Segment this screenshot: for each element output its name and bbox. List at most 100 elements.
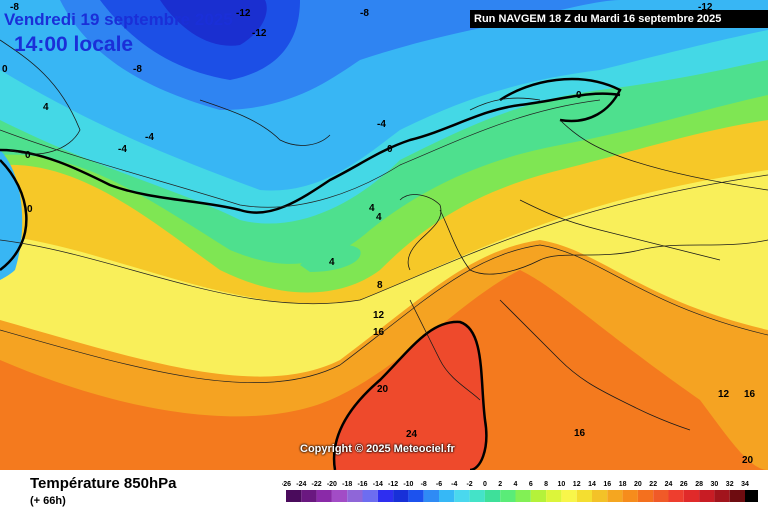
colorbar-swatch (347, 490, 363, 502)
colorbar-swatch (469, 490, 485, 502)
colorbar-tick-label: -10 (403, 481, 413, 488)
colorbar-tick-label: -4 (451, 481, 457, 488)
colorbar-swatch (301, 490, 317, 502)
colorbar-swatch (286, 490, 302, 502)
colorbar-swatch (699, 490, 715, 502)
legend-bar: Température 850hPa (+ 66h) -26-24-22-20-… (0, 470, 768, 512)
map-svg: -8 -12 -12 -8 -12 -8 0 4 -4 -4 0 0 -4 0 … (0, 0, 768, 470)
forecast-time: 14:00 locale (14, 33, 134, 56)
colorbar-swatch (714, 490, 730, 502)
colorbar-tick-label: -18 (342, 481, 352, 488)
colorbar-swatch (377, 490, 394, 502)
label-8: 8 (377, 280, 383, 291)
forecast-date: Vendredi 19 septembre 2025 (4, 10, 233, 29)
isotherm-twenty (332, 320, 488, 470)
label-0-west-low: 0 (27, 204, 33, 215)
colorbar-swatch (546, 490, 562, 502)
colorbar-tick-label: 10 (558, 481, 566, 488)
colorbar-tick-label: -2 (466, 481, 472, 488)
label-20: 20 (377, 384, 389, 395)
label-0-scandinavia: 0 (576, 90, 582, 101)
variable-title: Température 850hPa (30, 475, 177, 492)
colorbar-swatch (745, 490, 758, 502)
colorbar-tick-label: 22 (649, 481, 657, 488)
colorbar-swatch (683, 490, 700, 502)
temperature-map: -8 -12 -12 -8 -12 -8 0 4 -4 -4 0 0 -4 0 … (0, 0, 768, 470)
label-minus8-nw: -8 (10, 2, 19, 13)
colorbar-tick-label: 20 (634, 481, 642, 488)
label-minus4-greenland: -4 (145, 132, 154, 143)
colorbar-swatch (576, 490, 592, 502)
model-run-label: Run NAVGEM 18 Z du Mardi 16 septembre 20… (470, 10, 768, 28)
colorbar-tick-label: -20 (327, 481, 337, 488)
colorbar-tick-label: 24 (665, 481, 673, 488)
colorbar-tick-label: -24 (296, 481, 306, 488)
colorbar-tick-label: -8 (421, 481, 427, 488)
colorbar-swatch (607, 490, 623, 502)
colorbar-swatch (484, 490, 501, 502)
label-16-balkans: 16 (574, 428, 586, 439)
thin-isotherms (0, 99, 768, 384)
colorbar-tick-label: -16 (357, 481, 367, 488)
label-minus4-iceland: -4 (118, 144, 127, 155)
colorbar-tick-label: 30 (711, 481, 719, 488)
colorbar-swatch (500, 490, 516, 502)
colorbar-swatch (423, 490, 439, 502)
label-minus12-top-right: -12 (698, 2, 713, 13)
label-0-atlantic: 0 (387, 144, 393, 155)
colorbar-swatch (439, 490, 455, 502)
colorbar-tick-label: 32 (726, 481, 734, 488)
colorbar-swatch (408, 490, 424, 502)
colorbar-tick-label: 4 (514, 481, 518, 488)
colorbar-tick-label: 0 (483, 481, 487, 488)
label-16: 16 (373, 327, 385, 338)
label-4-ireland: 4 (369, 203, 375, 214)
label-minus8-top-center: -8 (360, 8, 369, 19)
field-orange-dark (0, 270, 768, 470)
copyright-text: Copyright © 2025 Meteociel.fr (300, 443, 455, 455)
label-4-atlantic: 4 (329, 257, 335, 268)
colorbar-swatch (668, 490, 684, 502)
colorbar-swatch (653, 490, 669, 502)
field-cold-core (160, 0, 267, 46)
colorbar-tick-label: 12 (573, 481, 581, 488)
colorbar-swatch (362, 490, 378, 502)
isotherm-zero-scandinavia (499, 77, 622, 123)
colorbar-tick-label: 8 (544, 481, 548, 488)
colorbar-swatch (515, 490, 531, 502)
colorbar-tick-label: 18 (619, 481, 627, 488)
colorbar-tick-label: -6 (436, 481, 442, 488)
colorbar-tick-label: -14 (373, 481, 383, 488)
colorbar-tick-label: 6 (529, 481, 533, 488)
colorbar-tick-label: 34 (741, 481, 749, 488)
colorbar-swatch (530, 490, 547, 502)
label-minus8-greenland: -8 (133, 64, 142, 75)
colorbar-swatch (729, 490, 745, 502)
label-12: 12 (373, 310, 385, 321)
colorbar-swatch (454, 490, 470, 502)
colorbar-swatch (622, 490, 638, 502)
label-0-west: 0 (2, 64, 8, 75)
colorbar-swatch (393, 490, 409, 502)
label-16-east: 16 (744, 389, 756, 400)
field-atlantic-green-pool (300, 245, 361, 272)
label-minus12-greenland: -12 (252, 28, 267, 39)
colorbar-tick-label: 26 (680, 481, 688, 488)
contour-labels: -8 -12 -12 -8 -12 -8 0 4 -4 -4 0 0 -4 0 … (2, 2, 756, 466)
colorbar-tick-label: 16 (603, 481, 611, 488)
colorbar-swatch (316, 490, 332, 502)
colorbar-swatch (592, 490, 608, 502)
label-12-east: 12 (718, 389, 730, 400)
label-4-ireland-2: 4 (376, 212, 382, 223)
label-20-east: 20 (742, 455, 754, 466)
colorbar-tick-label: 14 (588, 481, 596, 488)
colorbar-tick-label: 28 (695, 481, 703, 488)
forecast-range: (+ 66h) (30, 495, 66, 507)
colorbar-tick-label: -12 (388, 481, 398, 488)
label-minus4-norwegian-sea: -4 (377, 119, 386, 130)
colorbar-swatch (561, 490, 577, 502)
label-4-greenland: 4 (43, 102, 49, 113)
colorbar-tick-label: -22 (312, 481, 322, 488)
colorbar-tick-label: 2 (498, 481, 502, 488)
